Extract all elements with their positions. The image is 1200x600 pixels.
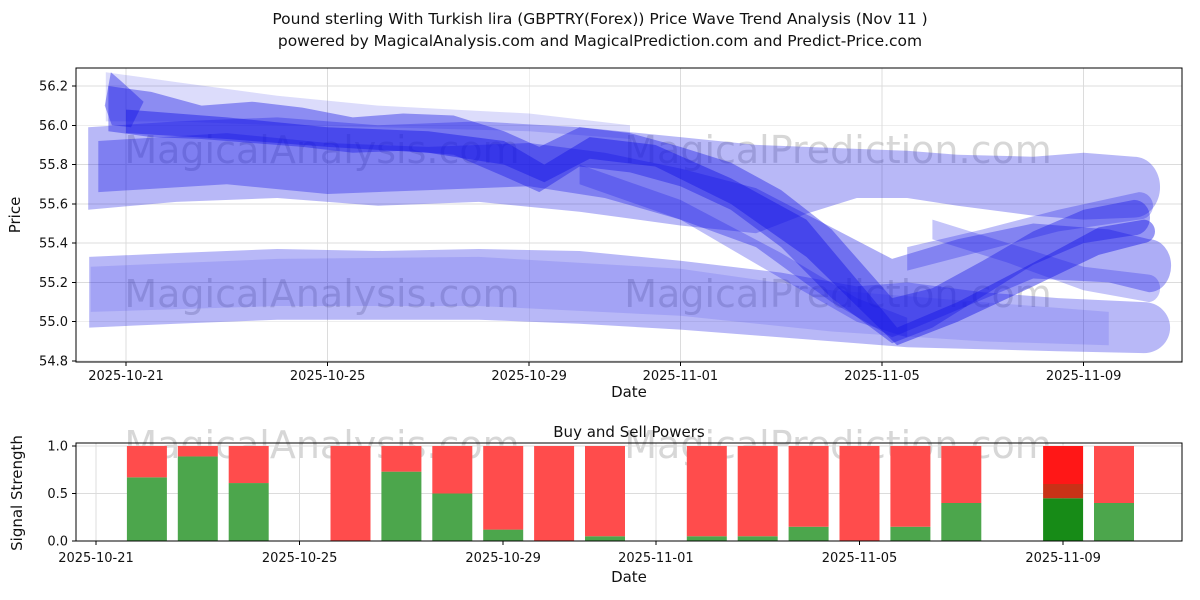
date-axis-label: Date xyxy=(611,568,647,586)
bar-2025-11-04-buy xyxy=(788,526,829,541)
bar-2025-10-24-sell xyxy=(228,446,269,484)
x-tick-label: 2025-11-09 xyxy=(1025,551,1101,566)
bar-2025-11-03-sell xyxy=(737,446,778,537)
signal-axis-label: Signal Strength xyxy=(8,435,26,551)
bar-2025-11-02-sell xyxy=(686,446,727,537)
price-wave-band-upper-dark-band xyxy=(108,86,1150,344)
price-wave-band-middle-band xyxy=(98,133,1172,338)
bar-2025-10-22-buy xyxy=(126,477,167,541)
y-tick-label: 55.8 xyxy=(39,158,68,173)
y-tick-label: 55.6 xyxy=(39,197,68,212)
x-tick-label: 2025-10-21 xyxy=(88,369,164,384)
bar-2025-10-26-sell xyxy=(330,446,371,541)
bar-2025-11-09-sell-overlap xyxy=(1043,446,1084,484)
y-tick-label: 55.4 xyxy=(39,237,68,252)
x-tick-label: 2025-10-25 xyxy=(262,551,338,566)
bar-2025-10-23-sell xyxy=(177,446,218,457)
bar-2025-10-31-buy xyxy=(585,536,625,541)
bar-2025-10-27-buy xyxy=(381,471,422,541)
bar-2025-10-27-sell xyxy=(381,446,422,472)
bar-2025-11-05-sell xyxy=(839,446,880,541)
bar-2025-10-28-sell xyxy=(432,446,473,494)
x-tick-label: 2025-11-01 xyxy=(618,551,694,566)
y-tick-label: 54.8 xyxy=(39,355,68,370)
price-wave-band-outer-envelope-lower xyxy=(89,249,1171,354)
price-wave-band-outer-envelope-upper xyxy=(88,117,1161,234)
watermark-text: MagicalPrediction.com xyxy=(624,272,1052,316)
bar-2025-11-04-sell xyxy=(788,446,829,527)
date-axis-label: Date xyxy=(611,383,647,401)
bar-2025-11-07-buy xyxy=(941,503,982,541)
price-wave-spike xyxy=(104,72,144,128)
y-tick-label: 55.2 xyxy=(39,276,68,291)
x-tick-label: 2025-10-29 xyxy=(465,551,541,566)
watermark-text: MagicalAnalysis.com xyxy=(124,272,519,316)
bar-2025-10-31-sell xyxy=(585,446,625,537)
bar-2025-11-09-buy-overlap xyxy=(1043,498,1084,541)
price-wave-band-fan-top xyxy=(105,72,631,139)
bar-2025-11-06-sell xyxy=(890,446,931,527)
bar-2025-10-22-sell xyxy=(126,446,167,478)
watermark-text: MagicalPrediction.com xyxy=(624,128,1052,172)
price-wave-band-crossing-streak-down2 xyxy=(932,219,1161,303)
signal-plot-border xyxy=(75,442,1183,542)
bar-2025-11-06-buy xyxy=(890,526,931,541)
bar-2025-10-24-buy xyxy=(228,483,269,541)
y-tick-label: 56.0 xyxy=(39,119,68,134)
price-plot-border xyxy=(75,67,1183,363)
bar-2025-11-10-buy xyxy=(1094,503,1134,541)
price-wave-band-dark-core-streak xyxy=(126,109,1155,346)
y-tick-label: 56.2 xyxy=(39,80,68,95)
y-tick-label: 1.0 xyxy=(47,440,68,455)
price-chart: MagicalAnalysis.com MagicalPrediction.com… xyxy=(6,67,1183,401)
x-tick-label: 2025-11-01 xyxy=(643,369,719,384)
x-tick-label: 2025-11-09 xyxy=(1046,369,1122,384)
x-tick-label: 2025-10-25 xyxy=(290,369,366,384)
y-tick-label: 55.0 xyxy=(39,315,68,330)
bar-2025-11-03-buy xyxy=(737,536,778,541)
price-axis-label: Price xyxy=(6,197,24,234)
x-tick-label: 2025-11-05 xyxy=(822,551,898,566)
signal-strength-chart: MagicalAnalysis.com MagicalPrediction.com… xyxy=(8,423,1183,586)
watermark-text: MagicalAnalysis.com xyxy=(124,128,519,172)
figure-title-line2: powered by MagicalAnalysis.com and Magic… xyxy=(277,32,923,50)
x-tick-label: 2025-11-05 xyxy=(844,369,920,384)
bar-2025-10-28-buy xyxy=(432,493,473,541)
price-wave-band-crossing-streak-up xyxy=(907,192,1154,271)
signal-chart-title: Buy and Sell Powers xyxy=(553,423,705,441)
price-wave-band-lower-core xyxy=(90,256,1109,346)
bar-2025-10-23-buy xyxy=(177,456,218,541)
bar-2025-10-29-sell xyxy=(483,446,524,530)
bar-2025-11-02-buy xyxy=(686,536,727,541)
figure-title-line1: Pound sterling With Turkish lira (GBPTRY… xyxy=(272,10,928,28)
bar-2025-11-09-mixed-overlap xyxy=(1043,484,1084,499)
y-tick-label: 0.0 xyxy=(47,535,68,550)
bar-2025-11-07-sell xyxy=(941,446,982,503)
price-wave-band-crossing-streak-down xyxy=(579,164,908,338)
y-tick-label: 0.5 xyxy=(47,487,68,502)
x-tick-label: 2025-10-29 xyxy=(491,369,567,384)
bar-2025-10-30-sell xyxy=(534,446,575,541)
bar-2025-11-10-sell xyxy=(1094,446,1134,503)
bar-2025-10-29-buy xyxy=(483,529,524,541)
x-tick-label: 2025-10-21 xyxy=(58,551,134,566)
